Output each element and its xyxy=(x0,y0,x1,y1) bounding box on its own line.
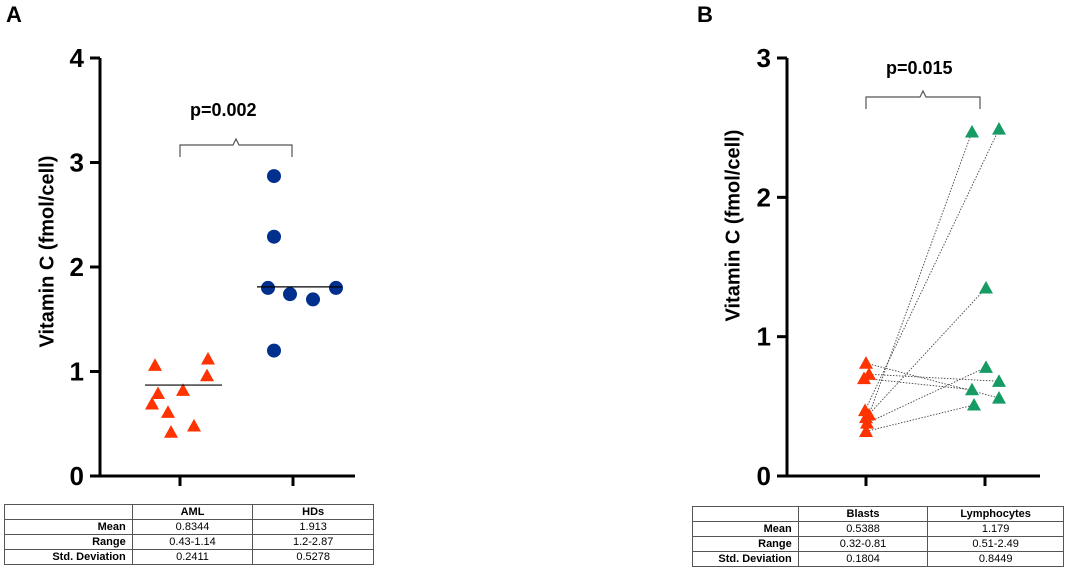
data-point-lymphocytes xyxy=(979,360,993,373)
table-header-cell: Lymphocytes xyxy=(927,506,1064,522)
pair-connector-line xyxy=(865,287,987,418)
data-point-blasts xyxy=(860,416,874,429)
data-point-hds xyxy=(267,169,281,184)
data-point-lymphocytes xyxy=(992,374,1006,387)
table-header-cell: HDs xyxy=(252,504,374,520)
data-point-lymphocytes xyxy=(979,280,993,294)
y-axis-label-b: Vitamin C (fmol/cell) xyxy=(722,129,745,322)
data-point-aml xyxy=(145,396,159,410)
stats-table-a: AML HDs Mean 0.8344 1.913 Range 0.43-1.1… xyxy=(4,504,374,565)
y-tick-label: 1 xyxy=(757,322,771,352)
p-value-label-a: p=0.002 xyxy=(190,100,257,120)
pair-connector-line xyxy=(865,404,975,432)
data-point-hds xyxy=(329,280,343,295)
table-cell: 0.51-2.49 xyxy=(927,536,1064,552)
table-cell: 0.43-1.14 xyxy=(131,534,254,550)
y-axis-label-a: Vitamin C (fmol/cell) xyxy=(36,155,59,348)
table-header-cell: Blasts xyxy=(797,506,929,522)
significance-bracket xyxy=(865,89,981,109)
data-point-aml xyxy=(164,425,178,438)
data-point-lymphocytes xyxy=(967,397,981,411)
y-tick-label: 2 xyxy=(757,182,771,212)
y-tick-label: 3 xyxy=(757,43,771,73)
table-header-blank xyxy=(4,504,133,520)
data-point-hds xyxy=(283,287,297,302)
data-point-aml xyxy=(161,405,175,418)
data-point-lymphocytes xyxy=(965,124,979,138)
data-point-aml xyxy=(176,383,190,396)
table-cell: 0.5388 xyxy=(797,521,929,537)
table-cell: 0.1804 xyxy=(797,551,929,567)
p-value-label-b: p=0.015 xyxy=(886,58,953,78)
table-cell: 0.8344 xyxy=(131,519,254,535)
pair-connector-line xyxy=(866,366,987,424)
data-point-aml xyxy=(148,358,162,371)
table-cell: 1.179 xyxy=(927,521,1064,537)
data-point-aml xyxy=(201,351,215,365)
pair-connector-line xyxy=(864,128,1000,411)
data-point-lymphocytes xyxy=(965,382,979,396)
table-row-label: Range xyxy=(4,534,133,550)
y-tick-label: 0 xyxy=(757,461,771,491)
data-point-hds xyxy=(267,229,281,244)
panel-letter-a: A xyxy=(6,2,22,27)
y-tick-label: 1 xyxy=(70,357,84,387)
table-row-label: Std. Deviation xyxy=(692,551,799,567)
table-cell: 0.32-0.81 xyxy=(797,536,929,552)
table-row: Range 0.32-0.81 0.51-2.49 xyxy=(692,536,1064,552)
stats-table-b: Blasts Lymphocytes Mean 0.5388 1.179 Ran… xyxy=(692,506,1064,567)
table-row: Mean 0.8344 1.913 xyxy=(4,519,374,535)
y-tick-label: 4 xyxy=(70,43,85,73)
data-point-blasts xyxy=(859,410,873,424)
data-point-aml xyxy=(187,418,201,432)
pair-connector-line xyxy=(863,378,973,391)
table-cell: 0.2411 xyxy=(131,549,254,565)
table-cell: 0.5278 xyxy=(252,549,374,565)
table-row-label: Std. Deviation xyxy=(4,549,133,565)
data-point-hds xyxy=(261,280,275,295)
y-tick-label: 2 xyxy=(70,252,84,282)
pair-connector-line xyxy=(868,373,1000,382)
table-cell: 0.8449 xyxy=(927,551,1064,567)
data-point-hds xyxy=(267,343,281,358)
table-row-label: Mean xyxy=(4,519,133,535)
table-row-label: Mean xyxy=(692,521,799,537)
table-row: Range 0.43-1.14 1.2-2.87 xyxy=(4,534,374,550)
figure: 0 1 2 3 4 0 1 2 3 xyxy=(70,43,1040,491)
chart-svg: 0 1 2 3 4 0 1 2 3 xyxy=(70,43,1040,491)
table-header-row: AML HDs xyxy=(4,504,374,520)
pair-connector-line xyxy=(868,131,973,415)
data-point-blasts xyxy=(859,424,873,438)
table-row: Std. Deviation 0.1804 0.8449 xyxy=(692,551,1064,567)
data-point-aml xyxy=(200,368,214,382)
table-header-blank xyxy=(692,506,799,522)
table-cell: 1.913 xyxy=(252,519,374,535)
data-point-lymphocytes xyxy=(992,122,1006,135)
table-row: Std. Deviation 0.2411 0.5278 xyxy=(4,549,374,565)
data-point-hds xyxy=(306,292,320,307)
table-header-cell: AML xyxy=(131,504,254,520)
data-point-lymphocytes xyxy=(992,390,1006,404)
table-row: Mean 0.5388 1.179 xyxy=(692,521,1064,537)
table-cell: 1.2-2.87 xyxy=(252,534,374,550)
table-header-row: Blasts Lymphocytes xyxy=(692,506,1064,522)
y-tick-label: 3 xyxy=(70,148,84,178)
significance-bracket xyxy=(179,137,293,157)
y-tick-label: 0 xyxy=(70,461,84,491)
data-point-blasts xyxy=(857,371,871,385)
panel-letter-b: B xyxy=(697,2,713,27)
data-point-aml xyxy=(151,386,165,400)
data-point-blasts xyxy=(859,356,873,369)
table-row-label: Range xyxy=(692,536,799,552)
